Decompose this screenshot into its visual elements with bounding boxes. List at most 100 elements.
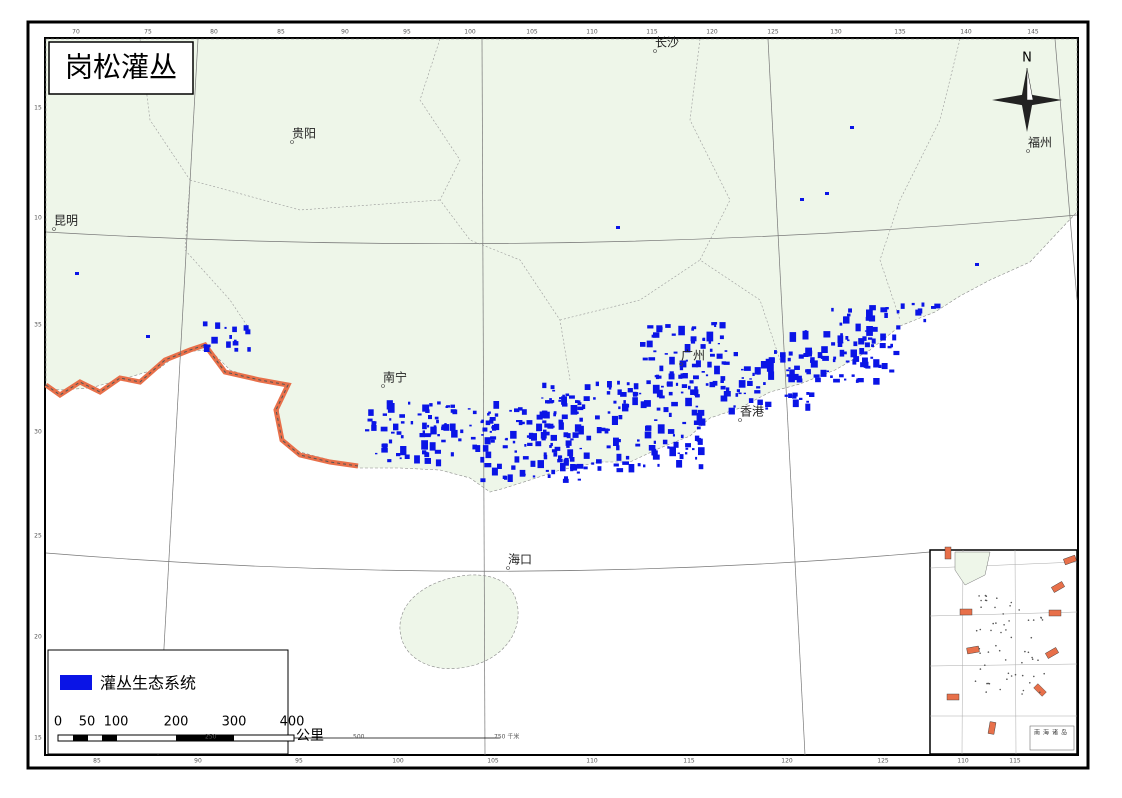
inset-island (1002, 613, 1004, 615)
shrub-patch (562, 394, 565, 398)
shrub-patch (560, 463, 566, 472)
shrub-patch (864, 351, 868, 355)
shrub-patch (565, 440, 572, 446)
shrub-patch (146, 335, 150, 338)
shrub-patch (725, 387, 730, 393)
shrub-patch (831, 307, 834, 312)
shrub-patch (561, 396, 567, 405)
inset-island (1043, 672, 1045, 675)
graticule-label: 85 (277, 29, 285, 36)
shrub-patch (671, 333, 676, 336)
shrub-patch (449, 423, 456, 431)
city-label: 贵阳 (292, 127, 316, 141)
shrub-patch (616, 453, 622, 461)
shrub-patch (430, 426, 437, 435)
shrub-patch (371, 421, 376, 427)
shrub-patch (658, 375, 662, 379)
shrub-patch (423, 451, 428, 455)
shrub-patch (481, 434, 484, 436)
shrub-patch (494, 423, 500, 431)
shrub-patch (680, 434, 684, 439)
shrub-patch (545, 400, 552, 404)
shrub-patch (527, 442, 533, 446)
shrub-patch (657, 463, 660, 467)
shrub-patch (880, 307, 888, 313)
shrub-patch (661, 385, 664, 388)
shrub-patch (613, 463, 619, 467)
shrub-patch (604, 428, 609, 434)
shrub-patch (659, 365, 664, 372)
shrub-patch (482, 445, 489, 452)
inset-island (1018, 609, 1020, 611)
shrub-patch (667, 429, 675, 434)
shrub-patch (365, 429, 370, 432)
shrub-patch (472, 444, 477, 450)
inset-island (1032, 619, 1035, 621)
shrub-patch (710, 353, 715, 357)
shrub-patch (490, 439, 495, 443)
shrub-patch (738, 380, 746, 388)
shrub-patch (551, 469, 556, 475)
shrub-patch (512, 440, 516, 444)
inset-island (1005, 629, 1007, 631)
shrub-patch (858, 338, 865, 345)
shrub-patch (202, 321, 208, 327)
shrub-patch (558, 399, 561, 402)
shrub-patch (845, 336, 849, 340)
shrub-patch (810, 360, 818, 368)
shrub-patch (705, 383, 709, 386)
shrub-patch (788, 375, 795, 383)
shrub-patch (644, 431, 652, 439)
shrub-patch (417, 413, 422, 416)
shrub-patch (623, 400, 626, 404)
shrub-patch (484, 437, 491, 445)
shrub-patch (738, 392, 742, 395)
shrub-patch (569, 457, 575, 462)
shrub-patch (651, 450, 658, 456)
shrub-patch (709, 381, 716, 388)
shrub-patch (487, 412, 490, 416)
inset-island (1010, 636, 1013, 639)
shrub-patch (665, 324, 671, 328)
shrub-patch (577, 406, 584, 411)
shrub-patch (669, 356, 675, 365)
inset-island (987, 651, 990, 653)
scale-unit: 公里 (296, 728, 324, 744)
graticule-label: 105 (487, 758, 499, 765)
shrub-patch (491, 467, 498, 476)
shrub-patch (896, 310, 900, 314)
shrub-patch (644, 400, 651, 407)
shrub-patch (931, 306, 936, 309)
shrub-patch (368, 409, 374, 416)
graticule-label: 10 (34, 215, 42, 222)
shrub-patch (522, 473, 526, 476)
shrub-patch (543, 452, 547, 457)
shrub-patch (542, 382, 547, 389)
shrub-patch (577, 400, 581, 404)
inset-island (1039, 691, 1041, 694)
shrub-patch (921, 302, 925, 307)
shrub-patch (510, 430, 517, 439)
graticule-label: 85 (93, 758, 101, 765)
shrub-patch (616, 468, 624, 473)
shrub-patch (869, 305, 876, 311)
shrub-patch (652, 384, 660, 394)
shrub-patch (578, 428, 584, 435)
shrub-patch (646, 425, 652, 430)
shrub-patch (234, 347, 239, 352)
shrub-patch (695, 456, 698, 460)
shrub-patch (884, 312, 888, 318)
shrub-patch (576, 463, 584, 469)
shrub-patch (822, 355, 829, 361)
shrub-patch (648, 357, 656, 361)
shrub-patch (618, 406, 621, 410)
shrub-patch (393, 423, 399, 431)
inset-island (984, 594, 987, 597)
shrub-patch (564, 457, 569, 462)
graticule-label: 115 (646, 29, 658, 36)
shrub-patch (850, 126, 854, 129)
shrub-patch (698, 418, 706, 426)
shrub-patch (543, 410, 546, 414)
shrub-patch (632, 397, 638, 406)
